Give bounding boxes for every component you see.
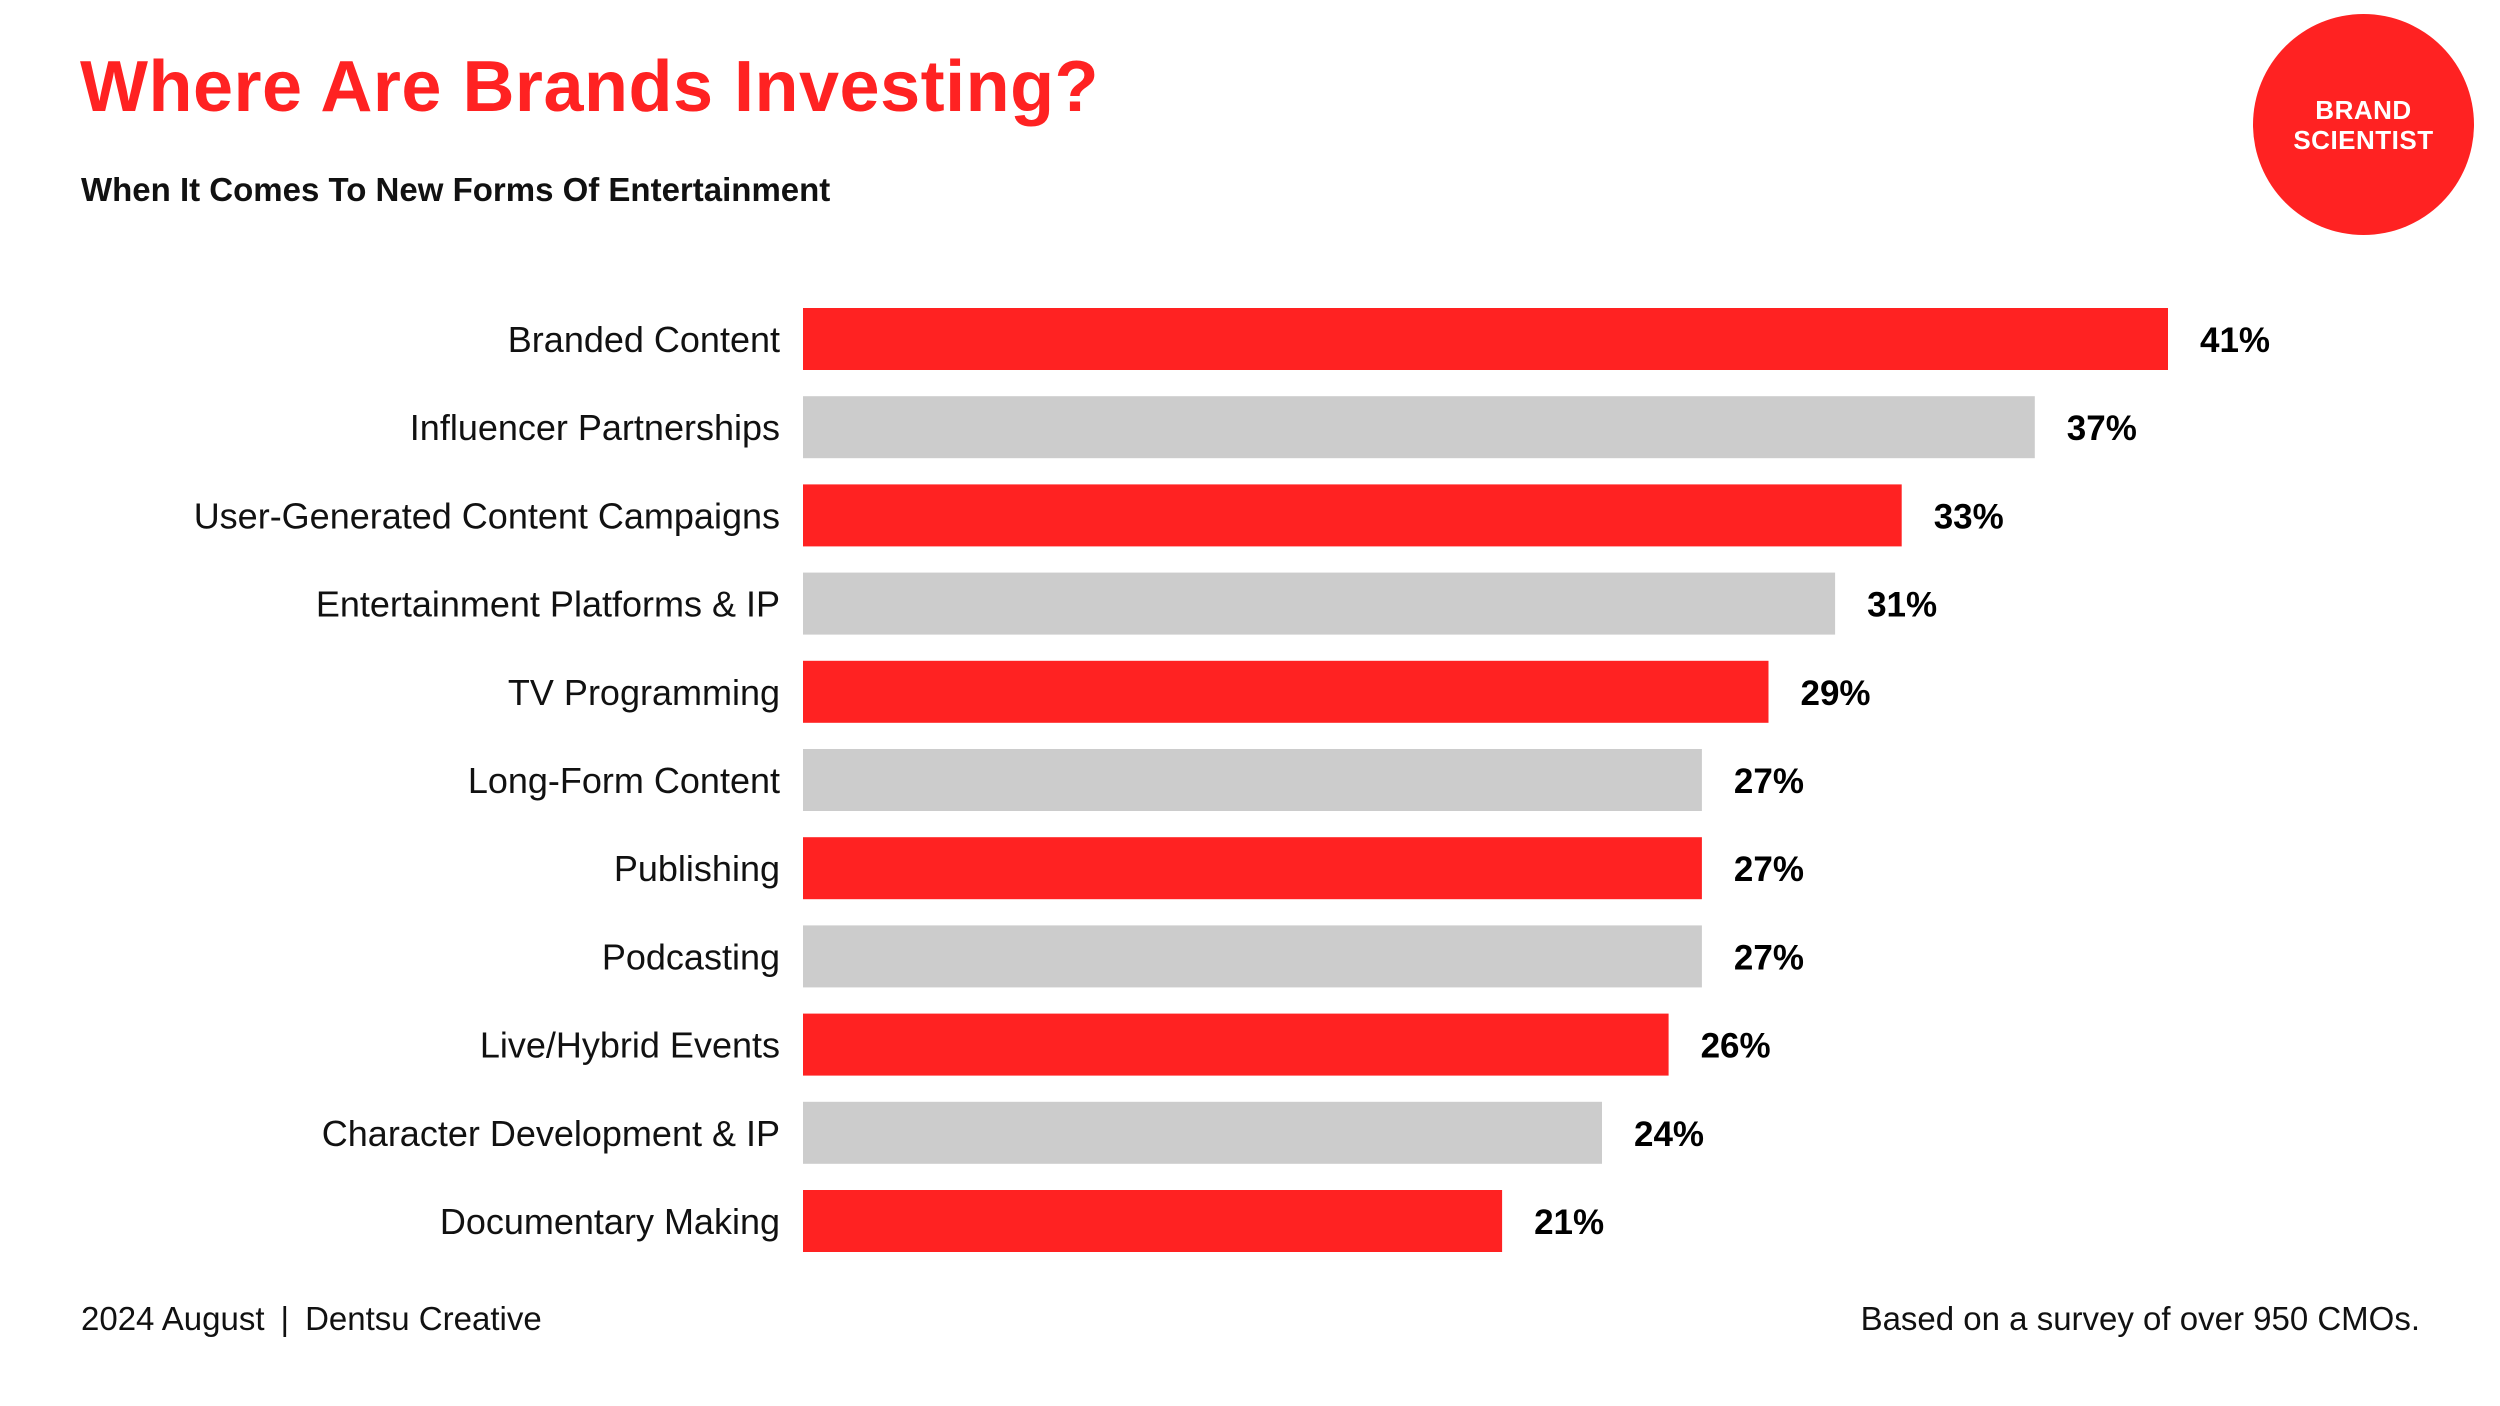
category-label-5: Long-Form Content — [468, 760, 780, 801]
category-label-10: Documentary Making — [440, 1201, 780, 1242]
value-label-0: 41% — [2200, 321, 2270, 360]
category-label-1: Influencer Partnerships — [410, 407, 780, 448]
bar-3 — [803, 572, 1836, 635]
bar-7 — [803, 925, 1702, 988]
footer-note: Based on a survey of over 950 CMOs. — [1860, 1300, 2420, 1337]
value-label-10: 21% — [1534, 1203, 1604, 1242]
value-label-4: 29% — [1801, 674, 1871, 713]
category-label-0: Branded Content — [508, 319, 780, 360]
value-label-8: 26% — [1701, 1027, 1771, 1066]
category-label-4: TV Programming — [508, 672, 780, 713]
category-label-8: Live/Hybrid Events — [480, 1025, 780, 1066]
value-label-9: 24% — [1634, 1115, 1704, 1154]
value-label-1: 37% — [2067, 409, 2137, 448]
chart-title: Where Are Brands Investing? — [80, 47, 1100, 127]
bar-2 — [803, 484, 1902, 547]
bar-6 — [803, 837, 1702, 900]
footer-source-name: Dentsu Creative — [305, 1300, 542, 1337]
value-label-2: 33% — [1934, 497, 2004, 536]
bar-chart: Branded Content 41% Influencer Partnership… — [194, 308, 2270, 1252]
logo-line-2: SCIENTIST — [2293, 124, 2434, 155]
brand-scientist-logo: BRAND SCIENTIST — [2253, 14, 2474, 235]
footer-separator: | — [280, 1300, 290, 1337]
footer-source: 2024 August | Dentsu Creative — [81, 1300, 542, 1338]
bar-8 — [803, 1013, 1669, 1076]
value-label-6: 27% — [1734, 850, 1804, 889]
category-label-2: User-Generated Content Campaigns — [194, 495, 780, 536]
value-label-3: 31% — [1867, 586, 1937, 625]
category-label-6: Publishing — [614, 848, 780, 889]
bar-1 — [803, 396, 2035, 459]
bar-10 — [803, 1190, 1503, 1252]
bar-5 — [803, 749, 1702, 811]
category-label-9: Character Development & IP — [322, 1113, 780, 1154]
bar-0 — [803, 308, 2168, 370]
category-label-7: Podcasting — [602, 936, 780, 977]
value-label-7: 27% — [1734, 938, 1804, 977]
logo-line-1: BRAND — [2315, 94, 2412, 125]
bar-4 — [803, 660, 1769, 723]
category-label-3: Entertainment Platforms & IP — [316, 584, 780, 625]
bar-9 — [803, 1101, 1602, 1164]
footer-date: 2024 August — [81, 1300, 265, 1337]
value-label-5: 27% — [1734, 762, 1804, 801]
chart-subtitle: When It Comes To New Forms Of Entertainm… — [81, 171, 831, 208]
